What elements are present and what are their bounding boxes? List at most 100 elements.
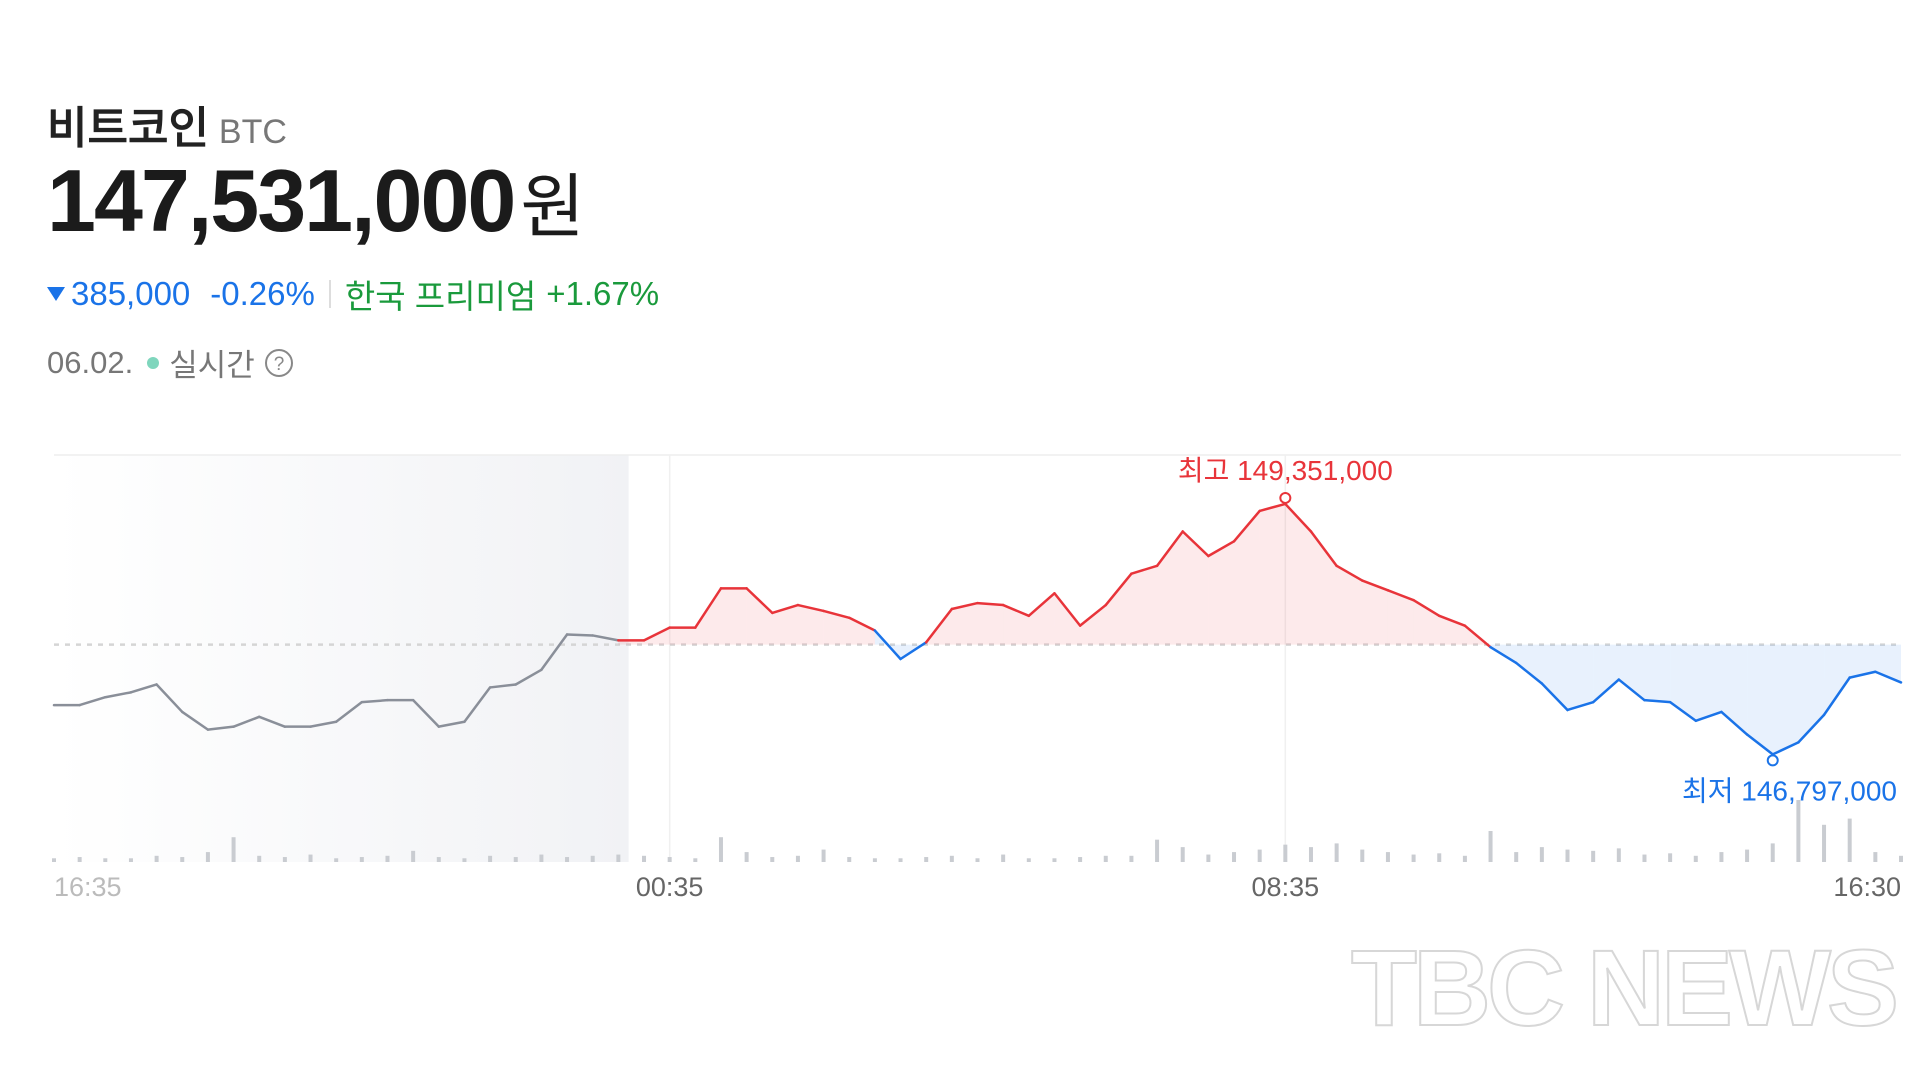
down-arrow bbox=[47, 287, 65, 301]
price-segment bbox=[1181, 530, 1210, 558]
price-segment bbox=[488, 683, 517, 689]
volume-bar bbox=[513, 857, 518, 862]
area bbox=[1003, 605, 1029, 645]
price-segment bbox=[1335, 564, 1364, 582]
volume-bar bbox=[1334, 843, 1339, 862]
price-segment bbox=[1027, 592, 1056, 618]
area bbox=[1310, 531, 1337, 645]
area bbox=[1721, 644, 1748, 735]
price-segment bbox=[822, 609, 851, 620]
change-pct: -0.26% bbox=[210, 275, 315, 312]
volume-bar bbox=[180, 857, 185, 862]
volume-bar bbox=[565, 857, 570, 862]
price-segment bbox=[1771, 741, 1800, 756]
price-segment bbox=[540, 633, 569, 672]
coin-name-text: 비트코인 bbox=[47, 104, 209, 153]
area bbox=[618, 640, 645, 645]
volume-bar bbox=[1719, 852, 1724, 862]
volume-bar bbox=[1668, 853, 1673, 862]
price-segment bbox=[1822, 676, 1851, 717]
area bbox=[1131, 565, 1158, 645]
change-row: 385,000 -0.26% 한국 프리미엄 +1.67% bbox=[47, 270, 659, 318]
price-segment bbox=[129, 683, 158, 694]
volume-bar bbox=[667, 857, 672, 862]
area bbox=[977, 603, 1004, 645]
extreme-marker bbox=[1279, 491, 1292, 504]
volume-bar bbox=[1488, 831, 1493, 862]
separator bbox=[328, 280, 331, 308]
area bbox=[644, 627, 670, 645]
price-segment bbox=[1284, 502, 1313, 533]
extreme-label: 최고 149,351,000 bbox=[1178, 455, 1393, 486]
volume-bar bbox=[334, 858, 339, 862]
area bbox=[772, 605, 798, 645]
price-segment bbox=[771, 603, 800, 615]
price-value: 147,531,000 bbox=[47, 151, 516, 250]
area bbox=[1105, 573, 1132, 645]
volume-bar bbox=[718, 837, 723, 862]
volume-bar bbox=[1283, 844, 1288, 862]
area bbox=[1362, 580, 1388, 645]
volume-bar bbox=[795, 855, 800, 862]
volume-bar bbox=[1616, 848, 1621, 862]
x-tick-label: 00:35 bbox=[636, 872, 704, 902]
price-segment bbox=[1617, 678, 1646, 702]
volume-bar bbox=[770, 857, 775, 862]
volume-bar bbox=[128, 858, 133, 862]
volume-bar bbox=[1385, 852, 1390, 862]
area bbox=[1824, 644, 1850, 715]
area bbox=[1849, 644, 1876, 678]
volume-bar bbox=[1360, 849, 1365, 862]
volume-bar bbox=[1899, 855, 1903, 862]
x-tick-label: 08:35 bbox=[1252, 872, 1320, 902]
volume-bar bbox=[385, 855, 390, 862]
area bbox=[874, 630, 901, 659]
volume-bar bbox=[898, 858, 903, 862]
live-dot bbox=[147, 356, 160, 369]
price-segment bbox=[1514, 661, 1544, 685]
price-segment bbox=[847, 616, 877, 632]
volume-bar bbox=[1591, 850, 1596, 862]
volume-bar bbox=[949, 855, 954, 862]
price-segment bbox=[1130, 564, 1159, 575]
extreme-marker bbox=[1766, 754, 1779, 767]
price-segment bbox=[642, 626, 671, 642]
price-segment bbox=[950, 601, 979, 611]
volume-bar bbox=[1437, 853, 1442, 862]
area bbox=[1670, 644, 1696, 721]
area bbox=[1618, 644, 1645, 701]
volume-bar bbox=[1257, 849, 1262, 862]
volume-bar bbox=[1232, 852, 1237, 862]
coin-symbol: BTC bbox=[218, 113, 287, 151]
area bbox=[1387, 590, 1414, 645]
volume-bar bbox=[1847, 818, 1852, 862]
price-segment bbox=[1361, 579, 1390, 592]
volume-bar bbox=[1642, 854, 1647, 862]
area bbox=[1516, 644, 1542, 684]
volume-bar bbox=[539, 854, 544, 862]
volume-bar bbox=[1745, 849, 1750, 862]
price-segment bbox=[437, 720, 466, 728]
premium-label: 한국 프리미엄 bbox=[344, 278, 537, 315]
volume-bar bbox=[1001, 854, 1006, 862]
volume-bar bbox=[1565, 849, 1570, 862]
volume-bar bbox=[1026, 858, 1031, 862]
price-segment bbox=[1001, 603, 1031, 618]
watermark: TBC NEWS bbox=[1351, 927, 1895, 1048]
price-segment bbox=[1412, 598, 1441, 618]
help-icon[interactable]: ? bbox=[263, 347, 295, 379]
price-segment bbox=[1104, 572, 1133, 607]
volume-bar bbox=[103, 858, 108, 862]
live: 실시간 bbox=[169, 348, 255, 383]
volume-bar bbox=[1308, 847, 1313, 862]
price-segment bbox=[257, 715, 287, 728]
price-segment bbox=[1797, 713, 1826, 744]
area bbox=[1234, 510, 1260, 645]
volume-bar bbox=[616, 854, 621, 862]
area bbox=[1182, 531, 1209, 645]
area bbox=[1593, 644, 1619, 703]
price-segment bbox=[899, 641, 928, 661]
price-segment bbox=[463, 686, 492, 724]
area bbox=[1567, 644, 1594, 710]
volume-bar bbox=[52, 858, 56, 862]
